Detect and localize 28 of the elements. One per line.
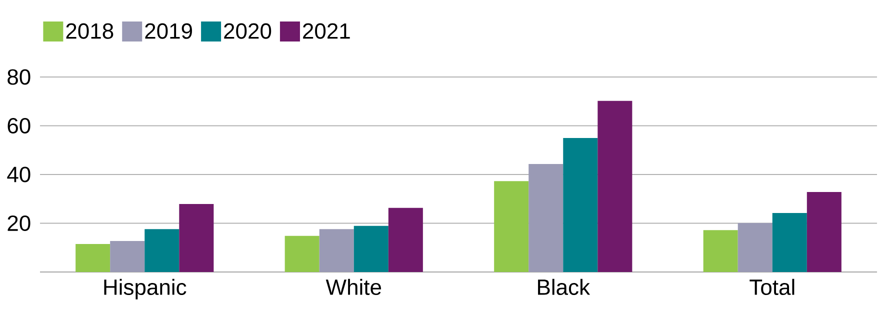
legend-label: 2018 — [66, 23, 114, 39]
legend-label: 2021 — [303, 23, 350, 39]
x-tick-label: White — [326, 278, 382, 296]
bar — [76, 244, 110, 272]
legend-label: 2019 — [145, 23, 192, 39]
x-tick-label: Hispanic — [104, 278, 186, 300]
bar — [388, 208, 423, 272]
bar — [528, 164, 564, 272]
y-tick-label: 60 — [8, 118, 30, 134]
y-tick-label: 80 — [8, 69, 30, 85]
bar — [806, 192, 842, 272]
bar — [563, 138, 598, 272]
bar — [144, 229, 180, 272]
legend-label: 2020 — [224, 23, 272, 39]
bar — [284, 236, 320, 272]
bar — [598, 100, 632, 272]
x-tick-label: Total — [750, 278, 794, 296]
y-tick-label: 20 — [8, 215, 30, 232]
bar — [354, 226, 388, 272]
bar — [319, 229, 354, 272]
x-tick-label: Black — [538, 278, 590, 296]
bar — [738, 223, 772, 272]
y-tick-label: 40 — [7, 166, 30, 182]
bar — [703, 230, 738, 272]
bar — [110, 241, 145, 272]
bar — [179, 204, 214, 272]
bar — [772, 213, 807, 272]
bar — [494, 181, 529, 272]
